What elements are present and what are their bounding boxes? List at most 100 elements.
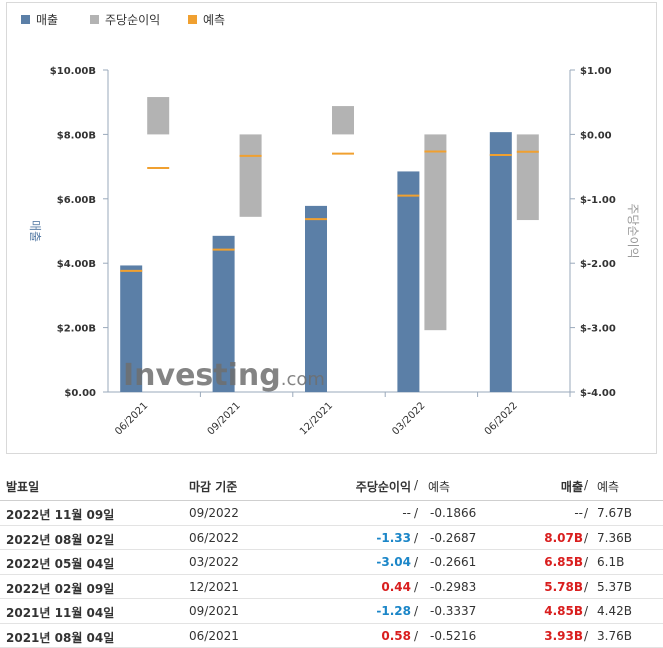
earnings-chart: 매출 주당순이익 예측 $0.00 $2.00B $4.00B $6.00B $8.00…	[6, 2, 657, 454]
cell-period: 06/2021	[189, 628, 239, 643]
x-tick-label: 09/2021	[206, 400, 243, 437]
cell-eps: --	[402, 506, 411, 520]
eps-bar	[332, 106, 354, 135]
chart-plot: $0.00 $2.00B $4.00B $6.00B $8.00B $10.00B $-4.…	[28, 66, 640, 437]
header-separator: /	[414, 478, 419, 492]
cell-revenue: 4.85B	[544, 604, 583, 618]
table-row: 2021년 11월 04일 09/2021 -1.28/-0.3337 4.85B/4…	[0, 599, 663, 624]
legend-label-forecast: 예측	[203, 13, 226, 27]
cell-date: 2022년 11월 09일	[6, 508, 115, 522]
x-tick-label: 12/2021	[298, 400, 335, 437]
cell-revenue-forecast: 5.37B	[597, 579, 632, 594]
cell-date: 2021년 11월 04일	[6, 606, 115, 620]
cell-revenue: 3.93B	[544, 628, 583, 643]
cell-separator: /	[584, 555, 589, 569]
cell-eps: 0.44	[381, 579, 411, 594]
cell-revenue-forecast: 6.1B	[597, 555, 625, 569]
header-date[interactable]: 발표일	[6, 480, 40, 494]
eps-bar	[516, 134, 539, 221]
cell-period: 06/2022	[189, 530, 239, 545]
legend-label-revenue: 매출	[36, 13, 59, 27]
watermark-suffix: .com	[281, 369, 325, 390]
left-tick-label: $2.00B	[57, 324, 96, 335]
earnings-table: 발표일 마감 기준 주당순이익 / 예측 매출 / 예측 2022년 11월 0…	[0, 470, 663, 648]
right-tick-label: $-4.00	[580, 388, 616, 399]
cell-eps-forecast: -0.3337	[430, 604, 477, 618]
table-header: 발표일 마감 기준 주당순이익 / 예측 매출 / 예측	[0, 470, 663, 501]
cell-revenue: 6.85B	[544, 555, 583, 569]
legend-item-revenue[interactable]: 매출	[21, 11, 58, 28]
cell-separator: /	[584, 530, 589, 545]
revenue-bar	[489, 132, 512, 392]
cell-separator: /	[584, 628, 589, 643]
right-tick-label: $-2.00	[580, 259, 616, 270]
cell-separator: /	[414, 628, 419, 643]
cell-revenue-forecast: 3.76B	[597, 628, 632, 643]
left-tick-label: $4.00B	[57, 259, 96, 270]
x-tick-label: 03/2022	[390, 400, 427, 437]
revenue-bar	[305, 205, 327, 392]
table-row: 2022년 11월 09일 09/2022 -- / -0.1866 --/7.67B	[0, 501, 663, 526]
cell-eps-forecast: -0.2687	[430, 530, 477, 545]
cell-separator: /	[414, 530, 419, 545]
right-tick-label: $1.00	[580, 66, 612, 77]
table-row: 2022년 02월 09일 12/2021 0.44/-0.2983 5.78B/5.…	[0, 575, 663, 599]
cell-eps-forecast: -0.2983	[430, 579, 477, 594]
cell-revenue: 5.78B	[544, 579, 583, 594]
header-revenue-forecast[interactable]: 예측	[597, 480, 620, 494]
legend-swatch-revenue	[21, 15, 30, 24]
chart-legend: 매출 주당순이익 예측	[7, 3, 656, 31]
left-tick-label: $6.00B	[57, 195, 96, 206]
right-tick-label: $-3.00	[580, 324, 616, 335]
cell-revenue-forecast: 4.42B	[597, 604, 632, 618]
header-eps[interactable]: 주당순이익	[355, 480, 411, 494]
left-tick-label: $8.00B	[57, 130, 96, 141]
right-tick-label: $-1.00	[580, 195, 616, 206]
cell-separator: /	[584, 506, 589, 520]
table-row: 2021년 08월 04일 06/2021 0.58/-0.5216 3.93B/3.…	[0, 624, 663, 648]
right-tick-label: $0.00	[580, 130, 612, 141]
cell-date: 2022년 02월 09일	[6, 581, 115, 596]
table-row: 2022년 05월 04일 03/2022 -3.04/-0.2661 6.85B/6…	[0, 550, 663, 575]
revenue-bar	[120, 265, 143, 392]
cell-eps-forecast: -0.5216	[430, 628, 477, 643]
header-revenue[interactable]: 매출	[560, 480, 583, 494]
legend-item-forecast[interactable]: 예측	[188, 11, 225, 28]
legend-item-eps[interactable]: 주당순이익	[90, 11, 160, 28]
cell-revenue: 8.07B	[544, 530, 583, 545]
cell-revenue-forecast: 7.36B	[597, 530, 632, 545]
table-body: 2022년 11월 09일 09/2022 -- / -0.1866 --/7.67B 20…	[0, 501, 663, 648]
cell-eps: -1.28	[376, 604, 411, 618]
cell-period: 09/2022	[189, 506, 239, 520]
cell-separator: /	[414, 555, 419, 569]
table-row: 2022년 08월 02일 06/2022 -1.33/-0.2687 8.07B/7…	[0, 526, 663, 550]
header-eps-forecast[interactable]: 예측	[428, 480, 451, 494]
legend-swatch-forecast	[188, 15, 197, 24]
cell-separator: /	[584, 604, 589, 618]
cell-date: 2022년 05월 04일	[6, 557, 115, 571]
left-tick-label: $10.00B	[50, 66, 96, 77]
header-separator: /	[584, 478, 589, 492]
revenue-bar	[397, 171, 420, 392]
cell-date: 2021년 08월 04일	[6, 630, 115, 645]
eps-bar	[147, 97, 170, 135]
legend-swatch-eps	[90, 15, 99, 24]
cell-revenue: --	[574, 506, 583, 520]
cell-separator: /	[414, 506, 419, 520]
x-tick-label: 06/2022	[483, 400, 520, 437]
header-period[interactable]: 마감 기준	[189, 480, 238, 494]
left-tick-label: $0.00	[64, 388, 96, 399]
investing-watermark: Investing.com	[123, 358, 325, 393]
left-axis-title: 매출	[28, 220, 42, 242]
eps-bar	[239, 134, 262, 217]
cell-eps-forecast: -0.2661	[430, 555, 477, 569]
cell-separator: /	[414, 604, 419, 618]
eps-bar	[424, 134, 447, 331]
cell-eps: 0.58	[381, 628, 411, 643]
cell-period: 03/2022	[189, 555, 239, 569]
cell-revenue-forecast: 7.67B	[597, 506, 632, 520]
cell-separator: /	[414, 579, 419, 594]
watermark-brand: Investing	[123, 358, 281, 393]
right-axis-title: 주당순이익	[626, 203, 640, 258]
cell-period: 09/2021	[189, 604, 239, 618]
